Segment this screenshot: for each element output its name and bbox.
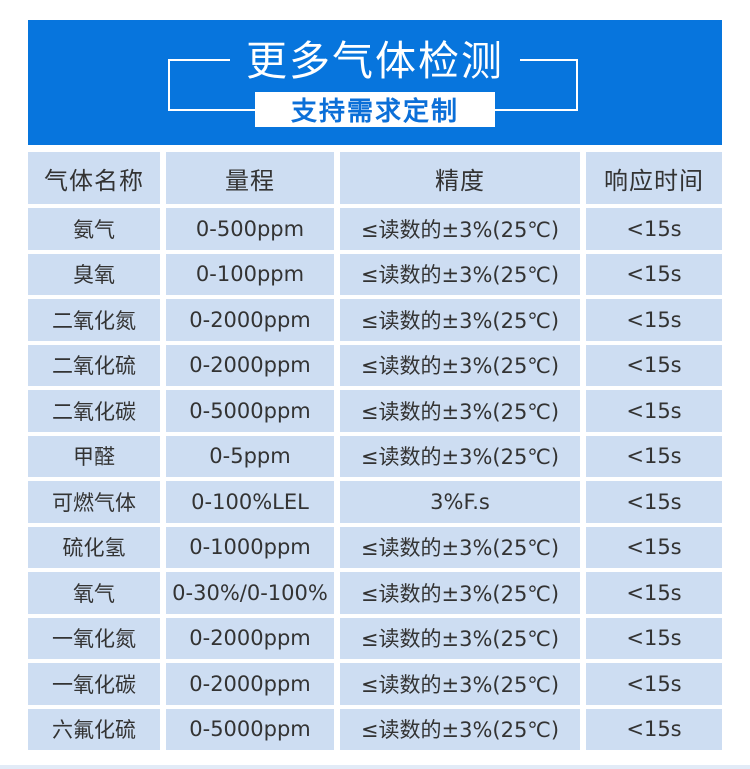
banner-subtitle: 支持需求定制 — [290, 97, 459, 127]
table-cell-response-time: <15s — [586, 253, 722, 295]
table-cell-response-time: <15s — [586, 299, 722, 341]
table-cell-range: 0-2000ppm — [166, 663, 334, 705]
table-cell-gas-name: 二氧化硫 — [28, 344, 160, 386]
table-cell-response-time: <15s — [586, 208, 722, 250]
table-cell-gas-name: 一氧化氮 — [28, 617, 160, 659]
spec-table: 气体名称 量程 精度 响应时间 氨气 0-500ppm ≤读数的±3%(25℃) <15s 臭氧… — [28, 152, 722, 750]
table-cell-accuracy: ≤读数的±3%(25℃) — [340, 390, 580, 432]
header-cell-accuracy: 精度 — [340, 152, 580, 204]
table-cell-range: 0-2000ppm — [166, 344, 334, 386]
header-banner: 更多气体检测 支持需求定制 — [28, 20, 722, 145]
table-cell-gas-name: 二氧化氮 — [28, 299, 160, 341]
table-cell-range: 0-1000ppm — [166, 526, 334, 568]
table-cell-gas-name: 二氧化碳 — [28, 390, 160, 432]
table-cell-range: 0-5ppm — [166, 435, 334, 477]
table-cell-response-time: <15s — [586, 708, 722, 750]
footer-strip — [0, 765, 750, 769]
table-cell-gas-name: 氧气 — [28, 572, 160, 614]
table-cell-response-time: <15s — [586, 435, 722, 477]
table-cell-range: 0-100%LEL — [166, 481, 334, 523]
table-cell-accuracy: ≤读数的±3%(25℃) — [340, 526, 580, 568]
table-cell-range: 0-2000ppm — [166, 617, 334, 659]
table-cell-accuracy: ≤读数的±3%(25℃) — [340, 572, 580, 614]
table-cell-gas-name: 硫化氢 — [28, 526, 160, 568]
table-cell-gas-name: 六氟化硫 — [28, 708, 160, 750]
table-cell-range: 0-5000ppm — [166, 708, 334, 750]
table-cell-response-time: <15s — [586, 572, 722, 614]
header-cell-range: 量程 — [166, 152, 334, 204]
table-cell-accuracy: ≤读数的±3%(25℃) — [340, 617, 580, 659]
header-cell-gas-name: 气体名称 — [28, 152, 160, 204]
table-cell-response-time: <15s — [586, 344, 722, 386]
table-cell-gas-name: 可燃气体 — [28, 481, 160, 523]
header-cell-response-time: 响应时间 — [586, 152, 722, 204]
table-cell-accuracy: ≤读数的±3%(25℃) — [340, 344, 580, 386]
table-cell-accuracy: ≤读数的±3%(25℃) — [340, 299, 580, 341]
table-cell-range: 0-30%/0-100% — [166, 572, 334, 614]
table-cell-accuracy: ≤读数的±3%(25℃) — [340, 253, 580, 295]
table-cell-response-time: <15s — [586, 526, 722, 568]
table-cell-gas-name: 甲醛 — [28, 435, 160, 477]
table-cell-accuracy: ≤读数的±3%(25℃) — [340, 435, 580, 477]
table-cell-response-time: <15s — [586, 663, 722, 705]
table-cell-response-time: <15s — [586, 617, 722, 659]
table-cell-range: 0-2000ppm — [166, 299, 334, 341]
table-cell-accuracy: ≤读数的±3%(25℃) — [340, 208, 580, 250]
table-cell-accuracy: ≤读数的±3%(25℃) — [340, 708, 580, 750]
banner-subtitle-badge: 支持需求定制 — [255, 92, 495, 127]
table-cell-response-time: <15s — [586, 390, 722, 432]
table-cell-gas-name: 氨气 — [28, 208, 160, 250]
table-cell-range: 0-500ppm — [166, 208, 334, 250]
table-cell-range: 0-100ppm — [166, 253, 334, 295]
banner-title: 更多气体检测 — [230, 37, 520, 85]
table-cell-range: 0-5000ppm — [166, 390, 334, 432]
table-cell-accuracy: 3%F.s — [340, 481, 580, 523]
table-cell-gas-name: 臭氧 — [28, 253, 160, 295]
table-cell-gas-name: 一氧化碳 — [28, 663, 160, 705]
table-cell-response-time: <15s — [586, 481, 722, 523]
table-cell-accuracy: ≤读数的±3%(25℃) — [340, 663, 580, 705]
